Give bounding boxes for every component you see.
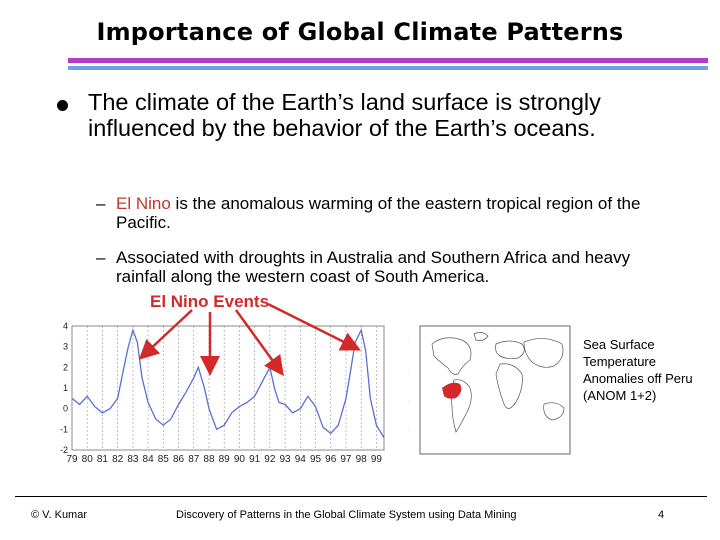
chart-x-tick-label: 92: [264, 454, 276, 465]
chart-x-tick-label: 94: [295, 454, 307, 465]
slide-title: Importance of Global Climate Patterns: [96, 18, 624, 46]
chart-y-tick-label: 3: [63, 342, 68, 352]
chart-x-tick-label: 91: [249, 454, 261, 465]
chart-x-tick-label: 87: [188, 454, 200, 465]
chart-x-tick-label: 88: [203, 454, 215, 465]
footer-divider: [15, 496, 707, 497]
chart-plot-area: [71, 325, 385, 451]
el-nino-events-label: El Nino Events: [150, 292, 270, 311]
svg-text:·: ·: [408, 398, 409, 403]
sub-bullet-dash: –: [96, 194, 106, 213]
greenland-outline: [473, 332, 489, 341]
asia-outline: [523, 338, 564, 368]
chart-x-tick-label: 89: [219, 454, 231, 465]
chart-x-tick-label: 80: [82, 454, 94, 465]
slide-number: 4: [658, 509, 665, 521]
europe-outline: [495, 340, 525, 360]
sub-bullet-text: is the anomalous warming of the eastern …: [116, 194, 641, 232]
chart-x-tick-label: 98: [356, 454, 368, 465]
sub-bullet-dash: –: [96, 248, 106, 267]
el-nino-highlight: El Nino: [116, 194, 171, 213]
sst-series-line: [71, 327, 385, 438]
chart-y-tick-label: -2: [60, 445, 68, 455]
africa-outline: [495, 363, 523, 409]
map-axis-ticks: · · · ·: [408, 338, 409, 433]
chart-x-tick-label: 93: [280, 454, 292, 465]
title-rule-blue: [68, 66, 708, 70]
footer-title: Discovery of Patterns in the Global Clim…: [176, 509, 517, 521]
chart-x-tick-label: 99: [371, 454, 383, 465]
south-america-outline: [450, 379, 472, 433]
sst-anomaly-chart: 4 3 2 1 0 -1 -2 79 80 81 82 83 84 85 86 87 88 89 90 91 92 93…: [60, 322, 385, 465]
chart-x-tick-label: 83: [127, 454, 139, 465]
australia-outline: [543, 402, 565, 421]
chart-y-tick-label: 2: [63, 362, 68, 372]
peru-anomaly-region: [442, 382, 462, 399]
footer-author: © V. Kumar: [31, 509, 87, 521]
chart-x-tick-label: 95: [310, 454, 322, 465]
svg-text:·: ·: [408, 338, 409, 343]
chart-x-tick-label: 86: [173, 454, 185, 465]
chart-x-tick-label: 96: [325, 454, 337, 465]
chart-x-tick-label: 85: [158, 454, 170, 465]
chart-x-tick-label: 84: [143, 454, 155, 465]
bullet-dot: [57, 100, 68, 111]
title-rule-magenta: [68, 58, 708, 63]
svg-text:·: ·: [408, 368, 409, 373]
world-map-figure: · · · ·: [408, 325, 571, 455]
chart-x-tick-label: 81: [97, 454, 109, 465]
chart-y-tick-label: -1: [60, 424, 68, 434]
sst-anomalies-label: Sea Surface Temperature Anomalies off Pe…: [583, 337, 693, 403]
chart-y-tick-label: 1: [63, 383, 68, 393]
chart-x-tick-label: 79: [66, 454, 78, 465]
chart-y-tick-label: 0: [63, 404, 68, 414]
main-bullet-text: The climate of the Earth’s land surface …: [88, 89, 601, 141]
chart-x-tick-label: 82: [112, 454, 124, 465]
svg-text:·: ·: [408, 428, 409, 433]
sub-bullet-text: Associated with droughts in Australia an…: [116, 248, 631, 286]
chart-x-tick-label: 97: [340, 454, 352, 465]
north-america-outline: [431, 337, 472, 375]
continent-outlines: [431, 332, 565, 433]
chart-y-tick-label: 4: [63, 322, 68, 331]
chart-x-tick-label: 90: [234, 454, 246, 465]
